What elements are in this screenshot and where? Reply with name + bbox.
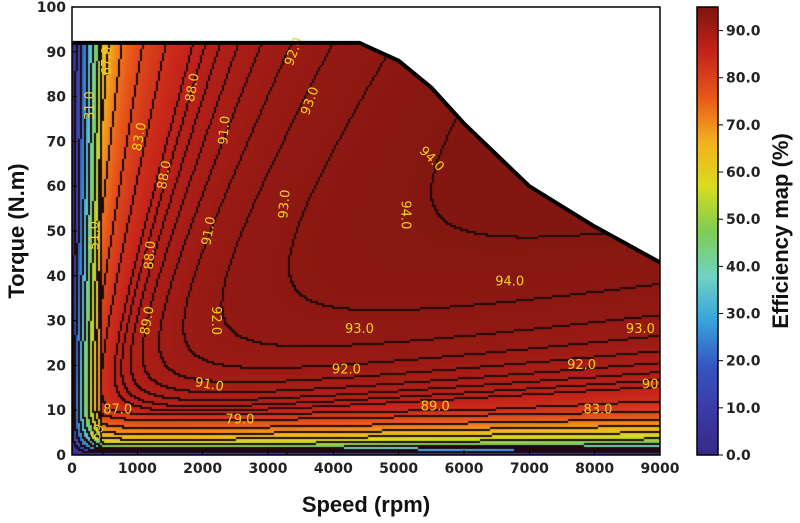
x-tick-label: 2000	[183, 461, 222, 477]
x-tick-label: 7000	[510, 461, 549, 477]
colorbar-tick-label: 80.0	[726, 71, 761, 87]
contour-label: 93.0	[345, 322, 374, 337]
colorbar-frame	[696, 6, 719, 456]
contour-label: 94.0	[416, 144, 447, 175]
y-tick-label: 90	[47, 45, 67, 61]
x-tick-label: 4000	[314, 461, 353, 477]
x-tick-label: 9000	[641, 461, 680, 477]
contour-label: 87.0	[103, 403, 132, 418]
x-tick-label: 3000	[249, 461, 288, 477]
contour-label: 88.0	[183, 72, 203, 103]
x-tick-label: 6000	[445, 461, 484, 477]
contour-label: 90	[642, 378, 659, 393]
contour-label: 89.0	[421, 400, 450, 415]
y-axis-label: Torque (N.m)	[4, 163, 29, 298]
colorbar-tick-label: 70.0	[726, 118, 761, 134]
contour-label: 92.0	[332, 362, 361, 377]
contour-label: 94.0	[495, 275, 524, 290]
colorbar-tick-label: 30.0	[726, 307, 761, 323]
contour-label: 91.0	[199, 215, 219, 246]
x-axis-label: Speed (rpm)	[302, 492, 430, 517]
contour-label: 92.0	[208, 306, 223, 335]
colorbar-tick-label: 60.0	[726, 165, 761, 181]
plot-frame	[71, 6, 661, 456]
contour-label: 79.0	[225, 413, 254, 428]
colorbar-tick-label: 90.0	[726, 24, 761, 40]
x-axis-ticks: 0 1000 2000 3000 4000 5000 6000 7000 8000 9000	[67, 450, 680, 477]
y-tick-label: 10	[47, 403, 67, 419]
contour-label: 92.0	[282, 36, 306, 68]
contour-label: 51.0	[87, 221, 102, 250]
y-tick-label: 70	[47, 134, 67, 150]
colorbar-ticks: 0.0 10.0 20.0 30.0 40.0 50.0 60.0 70.0 80.0 90.0	[718, 24, 761, 464]
y-tick-label: 40	[47, 269, 67, 285]
colorbar-tick-label: 10.0	[726, 401, 761, 417]
y-tick-label: 30	[47, 314, 67, 330]
y-tick-label: 100	[37, 0, 66, 16]
contour-label: 69	[88, 422, 108, 443]
contour-label: 93.0	[626, 322, 655, 337]
contour-label: 83.0	[583, 403, 612, 418]
y-tick-label: 20	[47, 358, 67, 374]
contour-label: 88.0	[155, 159, 175, 190]
y-tick-label: 80	[47, 90, 67, 106]
contour-label: 94.0	[398, 200, 413, 229]
contour-label: 93.0	[298, 85, 322, 117]
contour-label: 92.0	[567, 358, 596, 373]
colorbar-label: Efficiency map (%)	[768, 133, 793, 329]
contour-label: 31.0	[83, 91, 98, 120]
y-tick-label: 0	[56, 448, 66, 464]
x-tick-label: 5000	[379, 461, 418, 477]
contour-label: 93.0	[276, 189, 293, 219]
efficiency-contour-fill	[72, 7, 660, 455]
y-axis-ticks: 0 10 20 30 40 50 60 70 80 90 100	[37, 0, 77, 464]
colorbar-tick-label: 20.0	[726, 354, 761, 370]
contour-label: 91.0	[194, 375, 225, 395]
x-tick-label: 8000	[575, 461, 614, 477]
x-tick-label: 0	[67, 461, 77, 477]
contour-labels: 31.067.051.06983.088.088.088.091.091.089…	[83, 36, 659, 443]
colorbar-tick-label: 50.0	[726, 212, 761, 228]
colorbar-tick-label: 40.0	[726, 259, 761, 275]
colorbar-tick-label: 0.0	[726, 448, 751, 464]
contour-label: 89.0	[138, 305, 158, 336]
colorbar-gradient	[697, 7, 718, 455]
contour-label: 67.0	[100, 46, 115, 75]
contour-label: 88.0	[142, 240, 159, 270]
torque-envelope-line	[72, 40, 661, 265]
x-tick-label: 1000	[118, 461, 157, 477]
y-tick-label: 60	[47, 179, 67, 195]
contour-label: 91.0	[216, 115, 233, 145]
y-tick-label: 50	[47, 224, 67, 240]
contour-label: 83.0	[130, 121, 150, 152]
